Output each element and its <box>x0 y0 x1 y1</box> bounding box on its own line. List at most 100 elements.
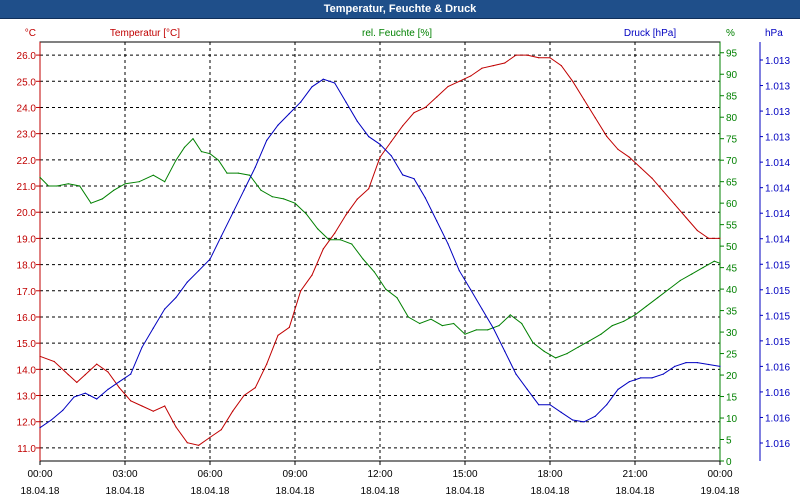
press-data-point <box>390 155 392 157</box>
hum-tick-label: 35 <box>726 307 738 318</box>
hum-data-point <box>679 279 681 282</box>
press-tick-label: 1.014 <box>765 158 790 169</box>
x-tick-date: 18.04.18 <box>191 486 230 497</box>
hum-data-point <box>226 172 228 174</box>
hum-data-point <box>373 271 375 273</box>
press-data-point <box>368 136 370 138</box>
hum-data-point <box>56 185 58 187</box>
hum-tick-label: 80 <box>726 113 738 124</box>
press-data-point <box>447 243 449 245</box>
press-tick-label: 1.013 <box>765 133 790 144</box>
press-data-point <box>175 296 177 299</box>
temp-data-point <box>164 405 166 407</box>
hum-data-point <box>702 267 704 269</box>
press-data-point <box>186 281 188 283</box>
hum-data-point <box>249 174 251 176</box>
temp-data-point <box>322 248 324 250</box>
hum-tick-label: 10 <box>726 414 738 425</box>
press-tick-label: 1.013 <box>765 107 790 118</box>
hum-tick-label: 5 <box>726 436 732 447</box>
temp-tick-label: 21.0 <box>17 182 37 193</box>
line-chart: 00:00 18.04.18 03:00 18.04.18 06:00 18.04.18 0… <box>17 28 791 497</box>
hum-data-point <box>543 350 545 352</box>
press-tick-label: 1.013 <box>765 82 790 93</box>
hum-data-point <box>152 174 154 176</box>
press-data-point <box>515 373 517 375</box>
press-data-point <box>334 82 336 84</box>
temp-data-point <box>526 54 528 56</box>
press-tick-label: 1.015 <box>765 337 790 348</box>
temp-data-point <box>209 436 211 438</box>
temp-data-point <box>402 125 404 127</box>
x-tick-time: 03:00 <box>112 469 137 480</box>
temp-data-point <box>243 394 245 397</box>
temp-data-point <box>674 203 676 205</box>
chart-axes <box>36 41 763 465</box>
hum-data-point <box>67 183 69 185</box>
hum-data-point <box>200 151 203 153</box>
temp-data-point <box>300 290 302 292</box>
hum-data-point <box>532 342 534 344</box>
temp-data-point <box>424 106 426 109</box>
hum-tick-label: 90 <box>726 70 738 81</box>
temp-data-point <box>39 355 41 357</box>
press-data-point <box>617 388 619 390</box>
temp-data-point <box>266 363 268 365</box>
hum-data-point <box>475 329 477 331</box>
press-tick-label: 1.014 <box>765 235 790 246</box>
hum-data-point <box>521 322 523 325</box>
hum-data-point <box>577 346 579 348</box>
temp-data-point <box>118 387 120 389</box>
press-data-point <box>39 427 41 429</box>
temp-data-point <box>67 374 69 376</box>
series-lines <box>39 54 721 446</box>
temp-data-point <box>560 65 562 67</box>
hum-data-point <box>175 159 177 161</box>
hum-data-point <box>138 181 140 183</box>
press-data-point <box>130 373 132 375</box>
temp-tick-label: 23.0 <box>17 130 37 141</box>
temp-data-point <box>492 65 494 67</box>
hum-data-point <box>351 243 353 245</box>
press-data-point <box>628 381 630 383</box>
press-data-point <box>220 235 222 237</box>
x-tick-date: 18.04.18 <box>106 486 145 497</box>
press-data-point <box>311 86 313 88</box>
temp-tick-label: 17.0 <box>17 287 37 298</box>
temp-data-point <box>628 156 630 158</box>
press-data-point <box>62 409 64 411</box>
hum-data-point <box>555 357 557 359</box>
press-data-point <box>685 362 687 364</box>
press-data-point <box>470 289 472 291</box>
hum-data-point <box>305 213 307 215</box>
hum-data-point <box>283 198 285 200</box>
hum-data-point <box>90 202 92 204</box>
temp-data-point <box>345 214 347 216</box>
press-tick-label: 1.015 <box>765 311 790 322</box>
temp-tick-label: 19.0 <box>17 234 37 245</box>
press-data-point <box>164 308 166 310</box>
hum-data-point <box>271 196 273 198</box>
hum-data-point <box>317 228 319 230</box>
press-data-point <box>356 120 358 122</box>
hum-data-point <box>441 325 443 327</box>
hum-data-point <box>566 353 568 355</box>
press-tick-label: 1.015 <box>765 286 790 297</box>
press-data-point <box>50 419 52 421</box>
press-data-point <box>300 101 302 103</box>
x-tick-time: 00:00 <box>707 469 732 480</box>
temp-tick-label: 24.0 <box>17 103 37 114</box>
hum-tick-label: 60 <box>726 199 738 210</box>
press-data-point <box>560 411 562 413</box>
press-data-point <box>277 124 279 126</box>
press-tick-label: 1.013 <box>765 56 790 67</box>
temp-data-point <box>220 429 222 431</box>
press-data-point <box>288 113 290 115</box>
temp-tick-label: 16.0 <box>17 313 37 324</box>
press-tick-label: 1.016 <box>765 439 790 450</box>
temp-unit: °C <box>25 28 36 39</box>
temp-data-point <box>413 112 415 114</box>
hum-data-point <box>124 183 126 185</box>
hum-data-point <box>79 185 81 187</box>
press-data-point <box>458 270 460 272</box>
